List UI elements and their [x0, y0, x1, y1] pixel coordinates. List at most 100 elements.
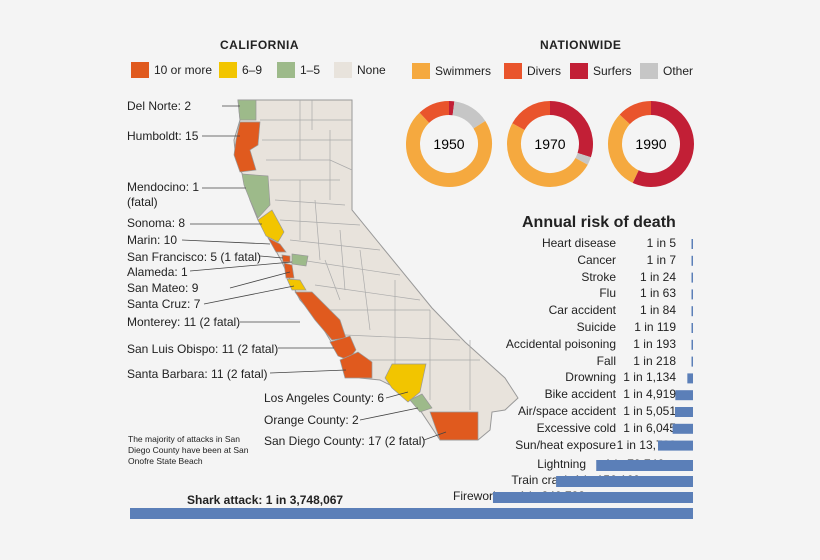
risk-label: Air/space accident: [517, 404, 616, 418]
risk-bar: [691, 323, 693, 333]
legend-item-surfers: Surfers: [570, 63, 632, 79]
county-mendocino: [241, 173, 271, 219]
risk-label: Suicide: [576, 320, 616, 334]
risk-bar: [691, 272, 693, 283]
risk-label: Excessive cold: [536, 420, 616, 435]
risk-label: Car accident: [548, 303, 616, 318]
risk-bar: [675, 407, 693, 417]
legend-swatch: [334, 62, 352, 78]
risk-bar: [691, 356, 693, 367]
legend-item-divers: Divers: [504, 63, 561, 79]
risk-label: Bike accident: [544, 387, 616, 402]
donut-year-label: 1970: [534, 136, 565, 152]
legend-swatch: [412, 63, 430, 79]
risk-value: 1 in 24: [639, 269, 676, 284]
legend-label: Swimmers: [435, 64, 491, 78]
label-marin: Marin: 10: [127, 233, 178, 247]
risk-bar: [657, 440, 693, 451]
label-monterey: Monterey: 11 (2 fatal): [127, 315, 241, 329]
county-humboldt: [233, 121, 261, 173]
county-marin: [267, 237, 287, 253]
legend-label: Divers: [527, 64, 562, 78]
label-san-luis-obispo: San Luis Obispo: 11 (2 fatal): [127, 342, 279, 356]
donut-slice-divers: [619, 101, 652, 125]
label-orange: Orange County: 2: [264, 413, 359, 427]
legend-item-swimmers: Swimmers: [412, 63, 491, 79]
county-los-angeles: [384, 363, 427, 403]
donut-slice-other: [575, 152, 591, 165]
risk-bar: [556, 476, 693, 487]
risk-value: 1 in 218: [633, 353, 676, 368]
legend-label: None: [357, 63, 386, 77]
donut-charts: 1950 1970 1990: [406, 101, 694, 187]
legend-swatch: [504, 63, 522, 79]
legend-swatch: [131, 62, 149, 78]
label-del-norte: Del Norte: 2: [127, 99, 192, 113]
label-sonoma: Sonoma: 8: [127, 216, 186, 230]
label-san-mateo: San Mateo: 9: [127, 281, 199, 295]
donut-slice-surfers: [632, 101, 694, 187]
risk-label: Cancer: [577, 252, 616, 267]
county-san-diego: [429, 411, 479, 441]
san-diego-note: The majority of attacks in San Diego Cou…: [128, 434, 249, 466]
risk-value: 1 in 5: [646, 236, 676, 250]
legend-item-1-5: 1–5: [277, 62, 320, 78]
legend-label: Other: [663, 64, 694, 78]
shark-attack-label: Shark attack: 1 in 3,748,067: [187, 493, 344, 507]
risk-bar: [691, 255, 693, 266]
label-humboldt: Humboldt: 15: [127, 129, 199, 143]
legend-swatch: [219, 62, 237, 78]
risk-value: 1 in 5,051: [623, 404, 676, 418]
label-san-francisco: San Francisco: 5 (1 fatal): [127, 250, 262, 264]
legend-item-6-9: 6–9: [219, 62, 262, 78]
risk-value: 1 in 7: [646, 252, 676, 267]
risk-label: Accidental poisoning: [505, 336, 616, 351]
risk-bar: [691, 306, 693, 317]
risk-title: Annual risk of death: [522, 214, 676, 231]
risk-bar-shark-attack: [130, 508, 693, 519]
risk-value: 1 in 63: [639, 286, 676, 301]
donut-slice-swimmers: [608, 114, 640, 183]
risk-value: 1 in 4,919: [623, 387, 676, 402]
risk-bar: [691, 339, 693, 350]
label-mendocino: Mendocino: 1 (fatal): [127, 180, 200, 209]
legend-label: 1–5: [300, 63, 321, 77]
legend-label: Surfers: [593, 64, 632, 78]
county-del-norte: [237, 99, 257, 121]
donut-slice-other: [452, 101, 486, 129]
risk-value: 1 in 193: [633, 336, 676, 351]
label-alameda: Alameda: 1: [127, 265, 188, 279]
label-san-diego: San Diego County: 17 (2 fatal): [264, 434, 426, 448]
leader-lines: [181, 105, 447, 441]
risk-bar: [672, 423, 693, 434]
legend-swatch: [640, 63, 658, 79]
legend-label: 10 or more: [154, 63, 213, 77]
county-sonoma: [257, 209, 285, 243]
legend-label: 6–9: [242, 63, 263, 77]
risk-value: 1 in 84: [639, 303, 676, 318]
nationwide-title: NATIONWIDE: [540, 38, 622, 52]
legend-item-10-or-more: 10 or more: [131, 62, 212, 78]
donut-slice-surfers: [549, 101, 593, 158]
donut-slice-swimmers: [507, 123, 588, 187]
risk-label: Drowning: [565, 370, 616, 385]
risk-bar: [492, 492, 693, 503]
risk-bar: [596, 460, 693, 471]
donut-slice-swimmers: [406, 112, 492, 187]
label-santa-cruz: Santa Cruz: 7: [127, 297, 201, 311]
risk-label: Flu: [599, 286, 616, 301]
legend-item-none: None: [334, 62, 386, 78]
risk-label: Stroke: [581, 269, 616, 284]
california-title: CALIFORNIA: [220, 38, 299, 52]
legend-swatch: [570, 63, 588, 79]
risk-bar: [691, 239, 693, 249]
risk-label: Fireworks: [452, 489, 505, 503]
risk-label: Heart disease: [541, 236, 616, 250]
label-los-angeles: Los Angeles County: 6: [264, 391, 385, 405]
label-santa-barbara: Santa Barbara: 11 (2 fatal): [127, 367, 268, 381]
legend-item-other: Other: [640, 63, 693, 79]
risk-label: Lightning: [537, 457, 586, 471]
risk-value: 1 in 6,045: [623, 420, 676, 435]
